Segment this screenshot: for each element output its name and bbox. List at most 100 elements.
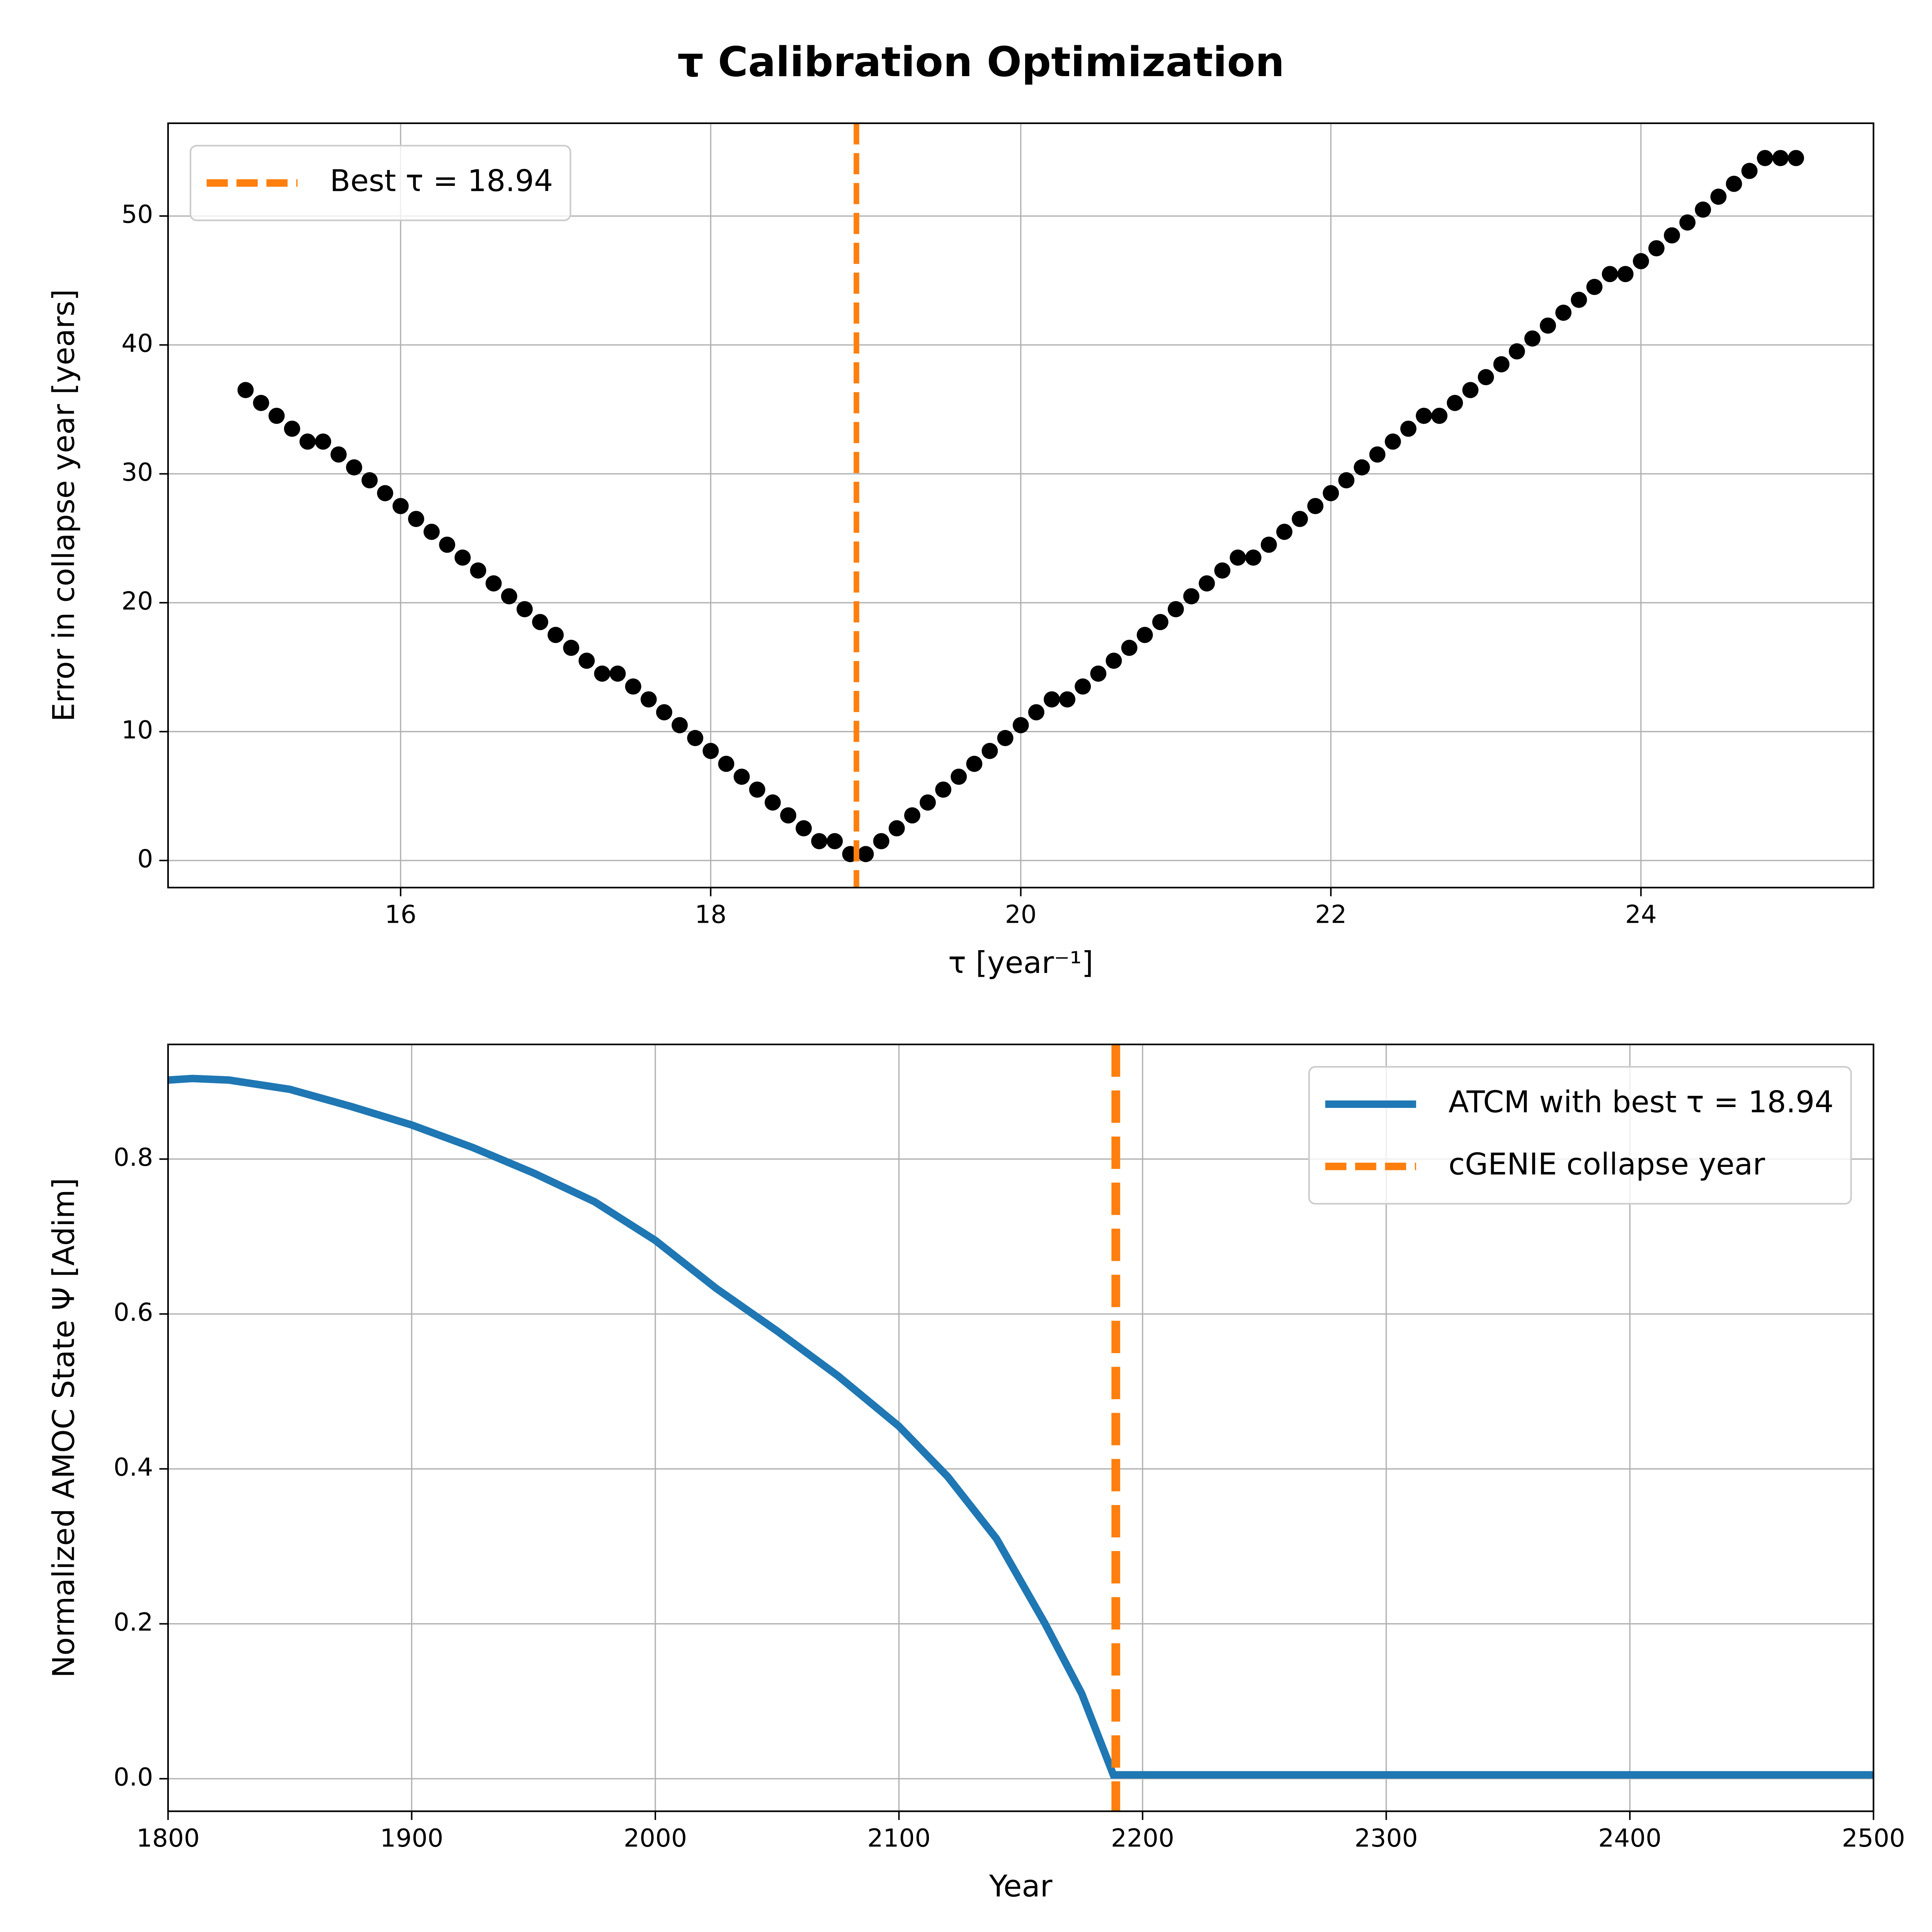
x-axis-label: τ [year⁻¹]: [948, 946, 1094, 980]
point: [1617, 266, 1634, 282]
point: [532, 614, 548, 630]
point: [920, 794, 936, 811]
point: [935, 781, 952, 798]
point: [656, 704, 672, 721]
point: [625, 678, 641, 695]
y-tick-label: 0.8: [114, 1143, 153, 1172]
point: [1788, 150, 1804, 166]
y-tick-label: 0.4: [114, 1453, 153, 1482]
point: [904, 807, 920, 824]
x-tick-label: 2200: [1111, 1824, 1174, 1853]
point: [609, 665, 626, 682]
point: [470, 562, 486, 579]
y-tick-label: 0.0: [114, 1763, 153, 1792]
legend-label: cGENIE collapse year: [1449, 1147, 1765, 1182]
point: [1276, 524, 1293, 540]
legend-label: Best τ = 18.94: [330, 164, 553, 199]
point: [1012, 717, 1029, 733]
point: [594, 665, 611, 682]
line: [168, 1075, 1874, 1779]
point: [485, 575, 502, 592]
y-tick-label: 0: [137, 845, 153, 874]
point: [1183, 588, 1200, 605]
point: [299, 433, 316, 450]
point: [1369, 446, 1386, 463]
point: [1323, 485, 1339, 502]
point: [1354, 459, 1370, 476]
point: [718, 755, 735, 772]
figure-title: τ Calibration Optimization: [677, 38, 1284, 86]
legend-box: [189, 145, 571, 221]
y-tick-label: 50: [121, 200, 153, 229]
legend-box: [1308, 1066, 1852, 1205]
point: [563, 639, 580, 656]
y-tick-label: 0.6: [114, 1298, 153, 1327]
point: [330, 446, 347, 463]
axes-frame: [167, 1043, 1874, 1812]
point: [1338, 472, 1355, 488]
axes-frame: [167, 122, 1874, 889]
point: [1245, 549, 1262, 566]
x-tick-label: 20: [1005, 900, 1037, 929]
point: [1044, 691, 1060, 707]
point: [268, 408, 285, 424]
point: [1431, 408, 1448, 424]
x-tick-label: 1800: [136, 1824, 200, 1853]
point: [702, 743, 719, 759]
point: [1447, 395, 1463, 411]
point: [1121, 639, 1138, 656]
x-tick-label: 2300: [1355, 1824, 1418, 1853]
x-tick-label: 16: [385, 900, 417, 929]
point: [1416, 408, 1432, 424]
point: [1493, 356, 1510, 372]
plot-area: [168, 1044, 1874, 1811]
point: [951, 769, 967, 785]
point: [1741, 163, 1758, 179]
point: [672, 717, 688, 733]
point: [1726, 175, 1742, 192]
point: [439, 536, 456, 553]
point: [1664, 227, 1680, 244]
point: [1292, 511, 1308, 527]
point: [857, 846, 874, 862]
point: [1679, 214, 1696, 231]
y-axis-label: Normalized AMOC State Ψ [Adim]: [47, 1178, 82, 1678]
point: [1586, 279, 1603, 295]
point: [578, 653, 595, 669]
point: [1462, 382, 1479, 398]
x-tick-label: 24: [1625, 900, 1657, 929]
point: [392, 498, 409, 514]
point: [1710, 189, 1727, 205]
y-tick-label: 0.2: [114, 1608, 153, 1637]
point: [1090, 665, 1107, 682]
point: [408, 511, 424, 527]
point: [1028, 704, 1044, 721]
point: [516, 601, 533, 617]
point: [733, 769, 750, 785]
point: [501, 588, 517, 605]
point: [1648, 240, 1665, 257]
point: [1105, 653, 1122, 669]
point: [377, 485, 393, 502]
legend-label: ATCM with best τ = 18.94: [1449, 1085, 1834, 1120]
point: [1571, 291, 1587, 308]
point: [1509, 343, 1525, 360]
point: [1059, 691, 1076, 707]
point: [1633, 253, 1649, 269]
subplot: 16 18 20 22 24 0 10 20 30 40 50 τ [year⁻¹] Error in …: [47, 122, 1874, 980]
point: [423, 524, 440, 540]
point: [284, 420, 300, 437]
point: [687, 730, 704, 747]
legend: ATCM with best τ = 18.94 cGENIE collapse …: [1308, 1066, 1852, 1205]
point: [1757, 150, 1773, 166]
point: [1695, 201, 1711, 218]
y-tick-label: 30: [121, 458, 153, 487]
x-tick-label: 22: [1315, 900, 1347, 929]
point: [888, 820, 905, 837]
x-tick-label: 2000: [624, 1824, 687, 1853]
point: [1524, 330, 1541, 347]
plot-area: [237, 123, 1804, 888]
point: [827, 833, 843, 849]
